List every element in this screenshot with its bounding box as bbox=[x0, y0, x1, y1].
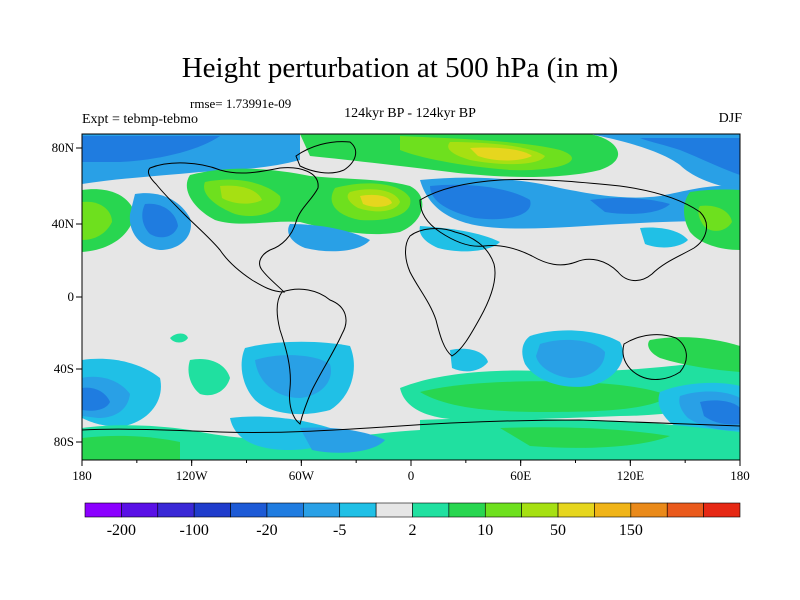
contour-region bbox=[82, 435, 180, 460]
contour-region bbox=[142, 203, 178, 238]
colorbar-swatch bbox=[448, 502, 486, 518]
coastlines bbox=[82, 141, 740, 434]
colorbar-swatch bbox=[703, 502, 741, 518]
colorbar-swatch bbox=[230, 502, 268, 518]
period-subtitle: 124kyr BP - 124kyr BP bbox=[344, 106, 476, 121]
plot-title: Height perturbation at 500 hPa (in m) bbox=[181, 52, 619, 84]
contour-region bbox=[230, 416, 333, 450]
contour-region bbox=[590, 197, 670, 214]
colorbar-label: 150 bbox=[619, 522, 643, 539]
colorbar-swatch bbox=[157, 502, 195, 518]
lon-tick-label: 180 bbox=[72, 468, 92, 483]
colorbar-swatch bbox=[375, 502, 413, 518]
contour-region bbox=[360, 194, 392, 207]
coastline-north-america bbox=[147, 162, 319, 293]
colorbar-swatch bbox=[193, 502, 231, 518]
coastline-south-america bbox=[276, 288, 347, 425]
colorbar-swatch bbox=[484, 502, 522, 518]
lon-tick-label: 120E bbox=[617, 468, 645, 483]
lon-tick-label: 120W bbox=[176, 468, 209, 483]
contour-region bbox=[470, 147, 532, 161]
colorbar-swatch bbox=[266, 502, 304, 518]
colorbar-swatch bbox=[412, 502, 450, 518]
contour-region bbox=[255, 355, 331, 398]
lon-tick-label: 60W bbox=[289, 468, 315, 483]
lon-tick-label: 60E bbox=[510, 468, 531, 483]
coastline-eurasia bbox=[419, 178, 708, 281]
coastline-greenland bbox=[295, 141, 357, 174]
experiment-label: Expt = tebmp-tebmo bbox=[82, 112, 198, 127]
contour-region bbox=[288, 224, 370, 252]
colorbar-label: -20 bbox=[256, 522, 277, 539]
colorbar-label: -5 bbox=[333, 522, 346, 539]
contour-field bbox=[82, 134, 740, 460]
season-label: DJF bbox=[718, 111, 742, 126]
colorbar-swatch bbox=[121, 502, 159, 518]
longitude-axis: 180 120W 60W 0 60E 120E 180 bbox=[72, 460, 750, 483]
colorbar-swatch bbox=[666, 502, 704, 518]
coastline-australia bbox=[622, 334, 687, 380]
latitude-axis: 80N 40N 0 40S 80S bbox=[52, 140, 82, 449]
contour-region bbox=[82, 136, 220, 162]
contour-region bbox=[640, 227, 688, 248]
contour-region bbox=[188, 358, 230, 396]
contour-region bbox=[430, 184, 531, 220]
lat-tick-label: 40S bbox=[54, 361, 74, 376]
colorbar: -200 -100 -20 -5 2 10 50 150 bbox=[84, 502, 741, 539]
colorbar-swatch bbox=[630, 502, 668, 518]
colorbar-label: -100 bbox=[180, 522, 209, 539]
colorbar-swatch bbox=[521, 502, 559, 518]
lat-tick-label: 80N bbox=[52, 140, 75, 155]
contour-region bbox=[300, 427, 385, 453]
colorbar-swatch bbox=[303, 502, 341, 518]
lat-tick-label: 0 bbox=[68, 289, 75, 304]
colorbar-swatch bbox=[594, 502, 632, 518]
colorbar-label: 50 bbox=[550, 522, 566, 539]
contour-region bbox=[450, 348, 488, 372]
contour-region bbox=[220, 185, 262, 204]
colorbar-label: -200 bbox=[107, 522, 136, 539]
lat-tick-label: 40N bbox=[52, 216, 75, 231]
colorbar-label: 10 bbox=[477, 522, 493, 539]
contour-region bbox=[640, 138, 740, 175]
colorbar-swatch bbox=[557, 502, 595, 518]
colorbar-swatch bbox=[339, 502, 377, 518]
colorbar-swatch bbox=[84, 502, 122, 518]
rmse-label: rmse= 1.73991e-09 bbox=[190, 96, 292, 111]
contour-region bbox=[82, 387, 110, 411]
contour-region bbox=[82, 201, 112, 240]
contour-region bbox=[536, 339, 605, 378]
contour-region bbox=[648, 337, 740, 372]
contour-region bbox=[500, 427, 670, 448]
contour-region bbox=[170, 333, 188, 343]
lon-tick-label: 180 bbox=[730, 468, 750, 483]
lat-tick-label: 80S bbox=[54, 434, 74, 449]
coastline-antarctica bbox=[82, 419, 740, 434]
coastline-africa bbox=[405, 228, 496, 357]
contour-region bbox=[700, 400, 740, 425]
colorbar-label: 2 bbox=[409, 522, 417, 539]
contour-region bbox=[420, 381, 670, 412]
lon-tick-label: 0 bbox=[408, 468, 415, 483]
